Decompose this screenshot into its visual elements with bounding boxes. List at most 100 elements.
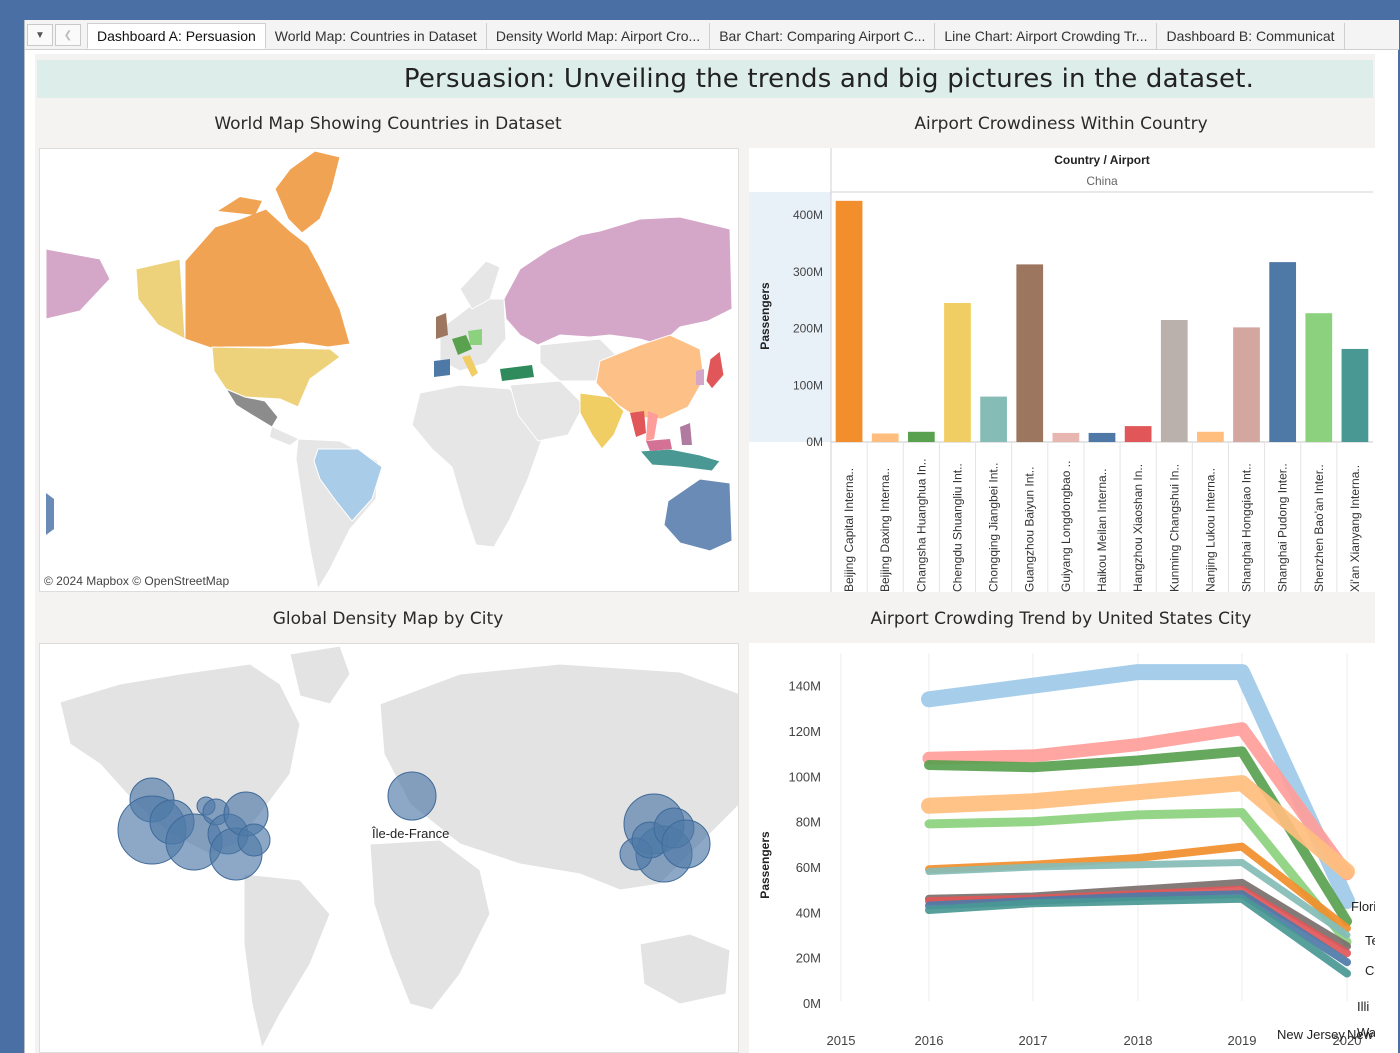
country-japan — [705, 350, 725, 390]
bar — [1269, 262, 1297, 442]
bar-header-label: Country / Airport — [1054, 153, 1150, 167]
bar — [871, 433, 899, 442]
country-korea — [696, 369, 704, 385]
dashboard: Persuasion: Unveiling the trends and big… — [35, 54, 1375, 1053]
density-map[interactable]: Île-de-France — [39, 643, 739, 1053]
line-chart-title: Airport Crowding Trend by United States … — [870, 609, 1252, 629]
sheet-tab-0[interactable]: Dashboard A: Persuasion — [87, 23, 266, 49]
bar — [1341, 348, 1369, 442]
line-chart[interactable]: 2015 2016 2017 2018 2019 2020 0M 20M 40M 60M 80M 10… — [749, 643, 1375, 1053]
bar-ytick: 400M — [793, 208, 823, 222]
country-thailand — [630, 411, 646, 437]
country-turkey — [500, 365, 534, 381]
bar-category-label: Beijing Daxing Interna.. — [878, 468, 892, 592]
y-axis-band — [749, 192, 831, 442]
bar — [1016, 264, 1044, 442]
series-end-label: Te — [1365, 933, 1375, 948]
country-india — [579, 392, 625, 450]
bar-category-label: Shanghai Pudong Inter.. — [1276, 463, 1290, 592]
country-uk — [436, 313, 448, 339]
density-map-title: Global Density Map by City — [272, 609, 504, 629]
country-vietnam — [646, 411, 658, 441]
bar-category-label: Haikou Meilan Interna.. — [1095, 469, 1109, 592]
series-end-label: Illi — [1357, 999, 1369, 1014]
land-africa — [369, 839, 491, 1011]
line-series — [925, 894, 1351, 978]
line-series — [925, 858, 1351, 939]
bar-ytick: 0M — [806, 435, 823, 449]
bar-category-label: Hangzhou Xiaoshan In.. — [1131, 464, 1145, 592]
series-end-label-new: New — [1347, 1027, 1374, 1042]
dropdown-icon[interactable]: ▼ — [27, 24, 53, 46]
line-ytick: 60M — [796, 860, 821, 875]
line-series — [922, 722, 1354, 881]
country-russia — [503, 216, 733, 346]
bar-chart-title: Airport Crowdiness Within Country — [914, 114, 1208, 134]
land-south-america — [243, 873, 331, 1050]
density-label: Île-de-France — [371, 826, 449, 841]
bar-category-label: Changsha Huanghua In.. — [914, 459, 928, 592]
bar-category-label: Shenzhen Bao'an Inter.. — [1312, 464, 1326, 592]
world-map[interactable]: © 2024 Mapbox © OpenStreetMap — [39, 148, 739, 592]
sheet-tabs: Dashboard A: Persuasion World Map: Countr… — [87, 23, 1399, 49]
sheet-tab-2[interactable]: Density World Map: Airport Cro... — [487, 23, 711, 49]
line-ytick: 80M — [796, 815, 821, 830]
bar-category-label: Xi'an Xianyang Interna.. — [1348, 465, 1362, 592]
sheet-tab-3[interactable]: Bar Chart: Comparing Airport C... — [710, 23, 936, 49]
bar-category-label: Kunming Changshui In.. — [1167, 464, 1181, 592]
line-ylabel: Passengers — [758, 831, 772, 899]
bar — [1197, 431, 1224, 442]
line-ytick: 120M — [788, 724, 821, 739]
bar-ytick: 200M — [793, 322, 823, 336]
country-brazil — [313, 448, 383, 522]
density-map-svg: Île-de-France — [59, 645, 738, 1050]
bar-category-label: Beijing Capital Interna.. — [842, 468, 856, 592]
land-central-america — [270, 427, 298, 445]
bar-category-label: Guiyang Longdongbao .. — [1059, 461, 1073, 592]
country-philippines — [680, 423, 692, 445]
country-poland — [468, 329, 482, 345]
line-xtick: 2016 — [915, 1033, 944, 1048]
tableau-window: ▼ ❮ Dashboard A: Persuasion World Map: Co… — [24, 20, 1399, 1053]
bar — [1233, 327, 1260, 442]
world-map-svg — [45, 150, 733, 591]
bar — [944, 302, 971, 442]
world-map-title: World Map Showing Countries in Dataset — [214, 114, 562, 134]
series-end-label: Ca — [1365, 963, 1375, 978]
line-xtick: 2015 — [827, 1033, 856, 1048]
country-canada — [184, 208, 351, 350]
sheet-tab-1[interactable]: World Map: Countries in Dataset — [266, 23, 487, 49]
sheet-tab-4[interactable]: Line Chart: Airport Crowding Tr... — [935, 23, 1158, 49]
country-mexico — [224, 387, 279, 428]
land-scandinavia — [459, 260, 501, 310]
line-series — [924, 808, 1352, 947]
line-xtick: 2019 — [1228, 1033, 1257, 1048]
bar-category-label: Nanjing Lukou Interna.. — [1203, 468, 1217, 592]
country-russia-west — [45, 248, 111, 320]
sheet-tab-5[interactable]: Dashboard B: Communicat — [1157, 23, 1345, 49]
country-spain — [434, 359, 450, 377]
line-chart-panel: 2015 2016 2017 2018 2019 2020 0M 20M 40M 60M 80M 10… — [749, 643, 1375, 1053]
bar-ytick: 300M — [793, 265, 823, 279]
country-new-zealand — [46, 493, 54, 535]
country-australia — [663, 478, 733, 552]
land-australia — [639, 933, 731, 1005]
bar — [835, 200, 863, 442]
country-italy — [462, 355, 478, 377]
country-usa — [211, 346, 341, 408]
country-indonesia — [638, 448, 721, 472]
country-malaysia — [646, 439, 672, 451]
chevron-left-icon[interactable]: ❮ — [55, 24, 81, 46]
line-xtick: 2018 — [1124, 1033, 1153, 1048]
bar-chart[interactable]: Country / Airport China 0M 100M 200M 300M 400M… — [749, 148, 1375, 592]
bar-category-label: Guangzhou Baiyun Int.. — [1023, 467, 1037, 592]
line-ytick: 40M — [796, 905, 821, 920]
bar — [1160, 320, 1188, 442]
bar — [1305, 313, 1333, 442]
country-china — [595, 334, 705, 420]
bar-ytick: 100M — [793, 378, 823, 392]
line-ytick: 20M — [796, 951, 821, 966]
series-end-label: Flori — [1351, 899, 1375, 914]
series-end-label-nj: New Jersey — [1277, 1027, 1345, 1042]
bar-category-label: Chengdu Shuangliu Int.. — [950, 463, 964, 592]
